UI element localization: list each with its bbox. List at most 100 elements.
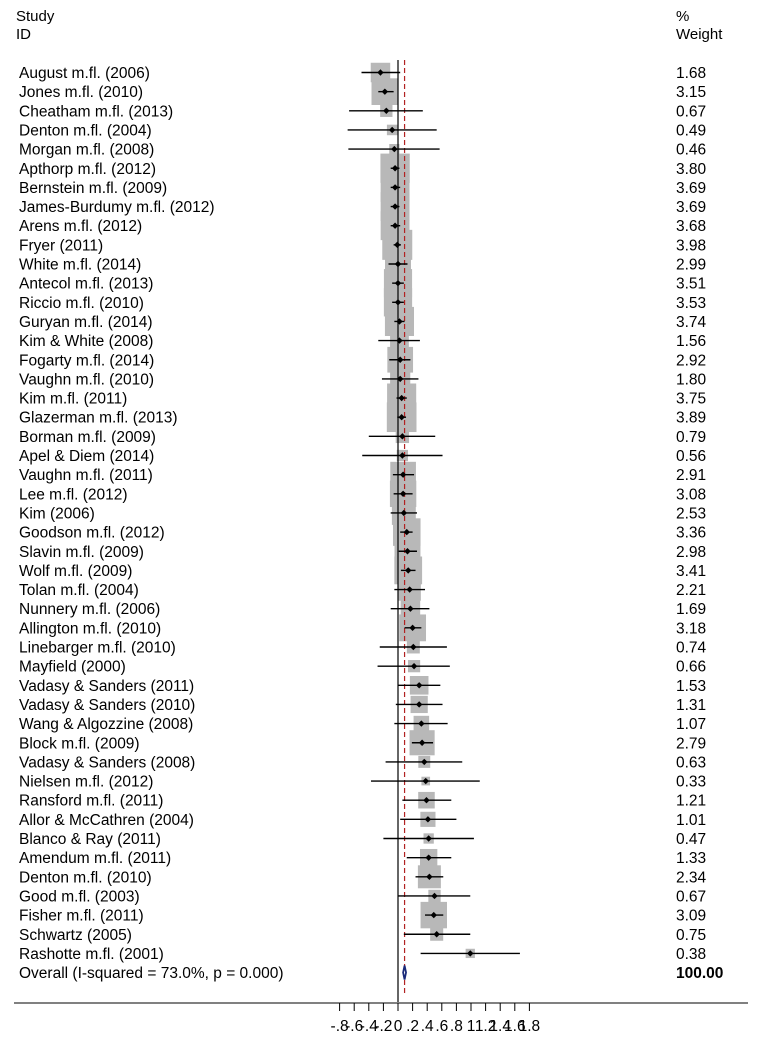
study-label: Lee m.fl. (2012)	[19, 486, 128, 503]
weight-value: 3.89	[676, 410, 706, 427]
weight-value: 1.80	[676, 371, 707, 388]
point-estimate	[433, 931, 440, 938]
study-label: Glazerman m.fl. (2013)	[19, 410, 178, 427]
weight-value: 2.92	[676, 352, 706, 369]
study-label: Linebarger m.fl. (2010)	[19, 640, 176, 657]
study-label: Wang & Algozzine (2008)	[19, 716, 193, 733]
study-label: Good m.fl. (2003)	[19, 888, 140, 905]
point-estimate	[410, 662, 418, 670]
header-weight: % Weight	[676, 8, 722, 44]
study-label: Vadasy & Sanders (2011)	[19, 678, 194, 695]
point-estimate	[394, 241, 401, 249]
weight-boxes	[370, 62, 475, 959]
weight-value: 2.98	[676, 544, 706, 561]
point-estimate	[403, 528, 410, 536]
x-tick-label: -.4	[360, 1018, 378, 1035]
point-estimate	[391, 165, 399, 172]
point-estimate	[394, 299, 402, 306]
point-estimate	[396, 375, 404, 383]
study-label: Mayfield (2000)	[19, 659, 126, 676]
weight-value: 1.31	[676, 697, 706, 714]
weight-value: 0.63	[676, 754, 706, 771]
x-tick-label: .2	[406, 1018, 419, 1035]
weight-value: 3.09	[676, 908, 706, 925]
weight-value: 3.15	[676, 84, 706, 101]
x-tick-label: .8	[450, 1018, 463, 1035]
point-estimate	[391, 184, 399, 191]
study-label: James-Burdumy m.fl. (2012)	[19, 199, 215, 216]
weight-value: 2.21	[676, 582, 706, 599]
point-estimate	[396, 337, 403, 344]
point-estimate	[394, 260, 402, 268]
point-estimate	[399, 471, 407, 478]
weight-value: 3.36	[676, 525, 706, 542]
overall-weight: 100.00	[676, 965, 723, 982]
x-tick-label: -.2	[374, 1018, 392, 1035]
study-label: Schwartz (2005)	[19, 927, 132, 944]
point-estimate	[405, 567, 412, 574]
weight-value: 1.21	[676, 793, 706, 810]
study-label: Fogarty m.fl. (2014)	[19, 352, 154, 369]
point-estimate	[399, 452, 406, 459]
study-label: Block m.fl. (2009)	[19, 735, 140, 752]
weight-value: 0.75	[676, 927, 706, 944]
x-tick-label: -.8	[331, 1018, 349, 1035]
weight-value: 3.08	[676, 486, 706, 503]
weight-value: 0.49	[676, 122, 706, 139]
point-estimate	[396, 318, 403, 325]
point-estimate	[410, 643, 417, 651]
study-label: Fryer (2011)	[19, 237, 103, 254]
weight-value: 0.47	[676, 831, 706, 848]
weight-value: 0.38	[676, 946, 706, 963]
weight-value: 1.01	[676, 812, 706, 829]
study-label: Morgan m.fl. (2008)	[19, 142, 154, 159]
weight-value: 3.53	[676, 295, 706, 312]
point-estimate	[399, 433, 406, 440]
study-label: Allington m.fl. (2010)	[19, 620, 161, 637]
weight-value: 3.69	[676, 199, 706, 216]
point-estimate	[391, 203, 399, 210]
point-estimate	[381, 88, 389, 95]
weight-value: 0.56	[676, 448, 706, 465]
weight-value: 3.18	[676, 620, 706, 637]
weight-value: 0.67	[676, 103, 706, 120]
weight-value: 1.33	[676, 850, 706, 867]
point-estimate	[418, 720, 425, 727]
study-label: Guryan m.fl. (2014)	[19, 314, 153, 331]
study-label: Kim (2006)	[19, 505, 95, 522]
study-label: Nunnery m.fl. (2006)	[19, 601, 160, 618]
weight-value: 3.75	[676, 391, 706, 408]
weight-value: 1.56	[676, 333, 706, 350]
x-tick-label: 1.8	[519, 1018, 541, 1035]
weight-value: 0.46	[676, 142, 706, 159]
header-study: Study ID	[16, 8, 54, 44]
pct-label: %	[676, 8, 690, 25]
study-label: Riccio m.fl. (2010)	[19, 295, 144, 312]
point-estimate	[421, 758, 428, 766]
point-estimate	[391, 145, 398, 153]
weight-value: 2.53	[676, 505, 706, 522]
weight-value: 3.68	[676, 218, 706, 235]
point-estimate	[406, 586, 413, 593]
point-estimate	[383, 107, 390, 114]
study-label: Denton m.fl. (2004)	[19, 122, 152, 139]
point-estimate	[415, 682, 423, 689]
x-tick-label: .6	[435, 1018, 448, 1035]
point-estimate	[396, 356, 404, 363]
point-estimate	[422, 777, 429, 785]
id-label: ID	[16, 26, 31, 43]
study-label: Vadasy & Sanders (2008)	[19, 754, 195, 771]
study-label: White m.fl. (2014)	[19, 257, 141, 274]
study-label: Apel & Diem (2014)	[19, 448, 154, 465]
point-estimate	[404, 548, 411, 555]
weight-value: 0.79	[676, 429, 706, 446]
point-estimate	[400, 509, 408, 517]
point-estimate	[407, 605, 414, 612]
row-labels: August m.fl. (2006) 1.68 Jones m.fl. (2010…	[19, 65, 723, 982]
x-tick-label: .4	[421, 1018, 434, 1035]
x-tick-label: 1.2	[475, 1018, 497, 1035]
weight-value: 1.07	[676, 716, 706, 733]
point-estimate	[377, 69, 384, 76]
x-axis: -.8-.6-.4-.2 0.2.4.6.8 1 1.21.41.61.8	[14, 1002, 748, 1035]
study-label: Blanco & Ray (2011)	[19, 831, 161, 848]
